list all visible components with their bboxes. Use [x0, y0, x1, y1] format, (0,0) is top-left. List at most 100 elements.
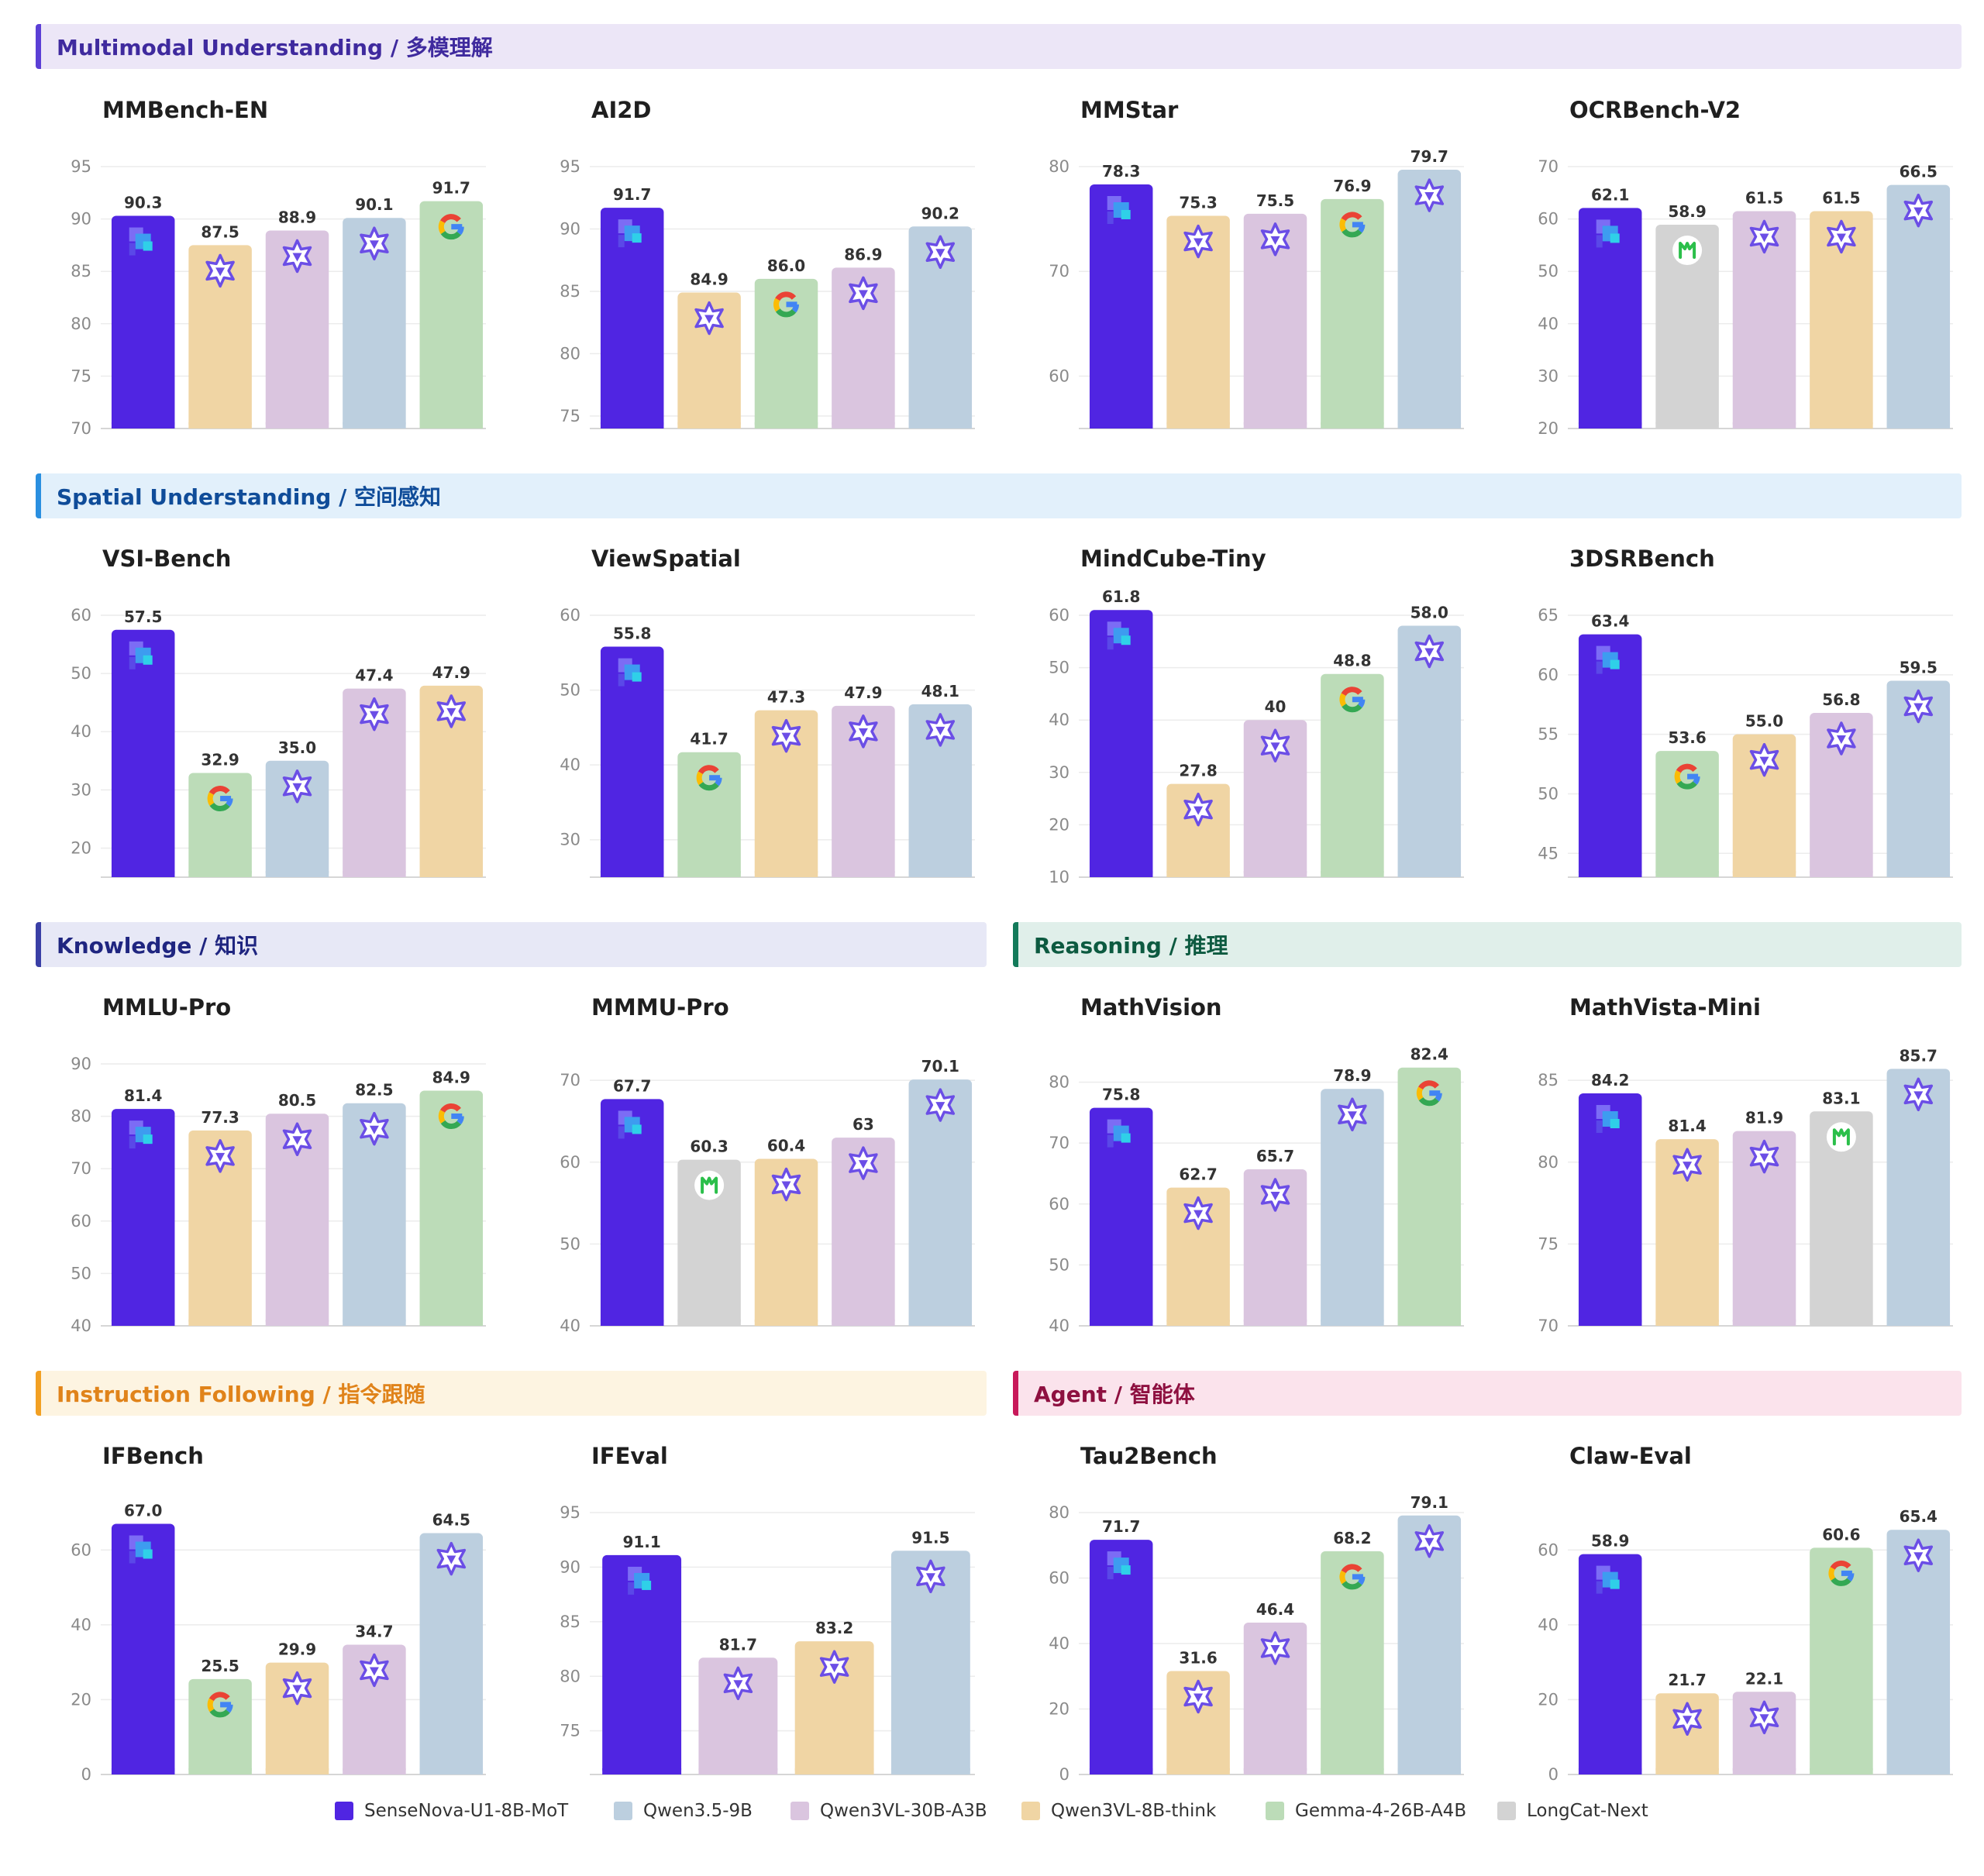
- data-label: 90.2: [921, 204, 959, 222]
- y-tick-label: 60: [1538, 666, 1559, 684]
- qwen-icon: [849, 276, 878, 311]
- bar-base: [754, 422, 818, 429]
- y-tick-label: 80: [560, 344, 580, 363]
- qwen-icon: [694, 301, 724, 336]
- qwen-icon: [849, 714, 878, 749]
- bar-base: [1655, 871, 1719, 877]
- sensenova-icon: [1596, 645, 1620, 674]
- google-icon: [1339, 212, 1366, 238]
- chart-title: MMMU-Pro: [591, 994, 729, 1021]
- bar: [343, 1103, 406, 1326]
- bar: [188, 245, 252, 429]
- qwen-icon: [925, 713, 956, 747]
- bar-base: [754, 1320, 818, 1326]
- data-label: 63: [852, 1115, 874, 1134]
- data-label: 76.9: [1333, 177, 1371, 195]
- y-tick-label: 40: [1538, 1616, 1559, 1634]
- data-label: 90.3: [124, 194, 162, 212]
- bar-base: [111, 422, 175, 429]
- qwen-icon: [1183, 792, 1213, 827]
- data-label: 58.9: [1591, 1532, 1629, 1551]
- data-label: 61.5: [1745, 188, 1783, 207]
- y-tick-label: 80: [1538, 1153, 1559, 1172]
- section-band-spatial: Spatial Understanding / 空间感知: [36, 473, 1962, 518]
- bar: [419, 1533, 484, 1774]
- data-label: 67.7: [613, 1076, 651, 1095]
- bar-base: [832, 1320, 895, 1326]
- data-label: 83.1: [1822, 1089, 1860, 1107]
- bar: [343, 688, 406, 877]
- y-tick-label: 70: [71, 419, 91, 438]
- bar-base: [890, 1768, 970, 1774]
- bar-base: [265, 871, 329, 877]
- y-tick-label: 60: [1049, 367, 1070, 385]
- qwen-icon: [436, 1541, 467, 1576]
- chart-svg: 75 80 85 90 95 91.7 84.9 86.0 86.9 90.2: [560, 157, 975, 429]
- bar-base: [1089, 422, 1153, 429]
- bar: [419, 201, 484, 429]
- bar-base: [419, 871, 484, 877]
- bar: [1886, 1530, 1951, 1774]
- data-label: 61.5: [1822, 188, 1860, 207]
- data-label: 25.5: [201, 1657, 239, 1675]
- chart-svg: 0 20 40 60 58.9 21.7 22.1 60.6 65.4: [1538, 1507, 1953, 1784]
- y-tick-label: 40: [71, 1616, 91, 1634]
- data-label: 60.6: [1822, 1525, 1860, 1544]
- sensenova-icon: [618, 1110, 642, 1139]
- bar-base: [1397, 422, 1462, 429]
- chart-svg: 40 50 60 70 80 75.8 62.7 65.7 78.9 82.4: [1049, 1045, 1464, 1335]
- data-label: 84.2: [1591, 1071, 1629, 1089]
- bar-base: [343, 871, 406, 877]
- chart-panel-mathvision: MathVision 40 50 60 70 80 75.8 62.7 65.7 78.9 82.4: [1018, 979, 1468, 1343]
- bar: [1810, 1547, 1873, 1774]
- chart-panel-tau2bench: Tau2Bench 0 20 40 60 80 71.7 31.6 46.4 68.2 79.1: [1018, 1427, 1468, 1792]
- data-label: 65.4: [1900, 1507, 1938, 1526]
- data-label: 47.9: [844, 683, 882, 702]
- data-label: 58.9: [1668, 202, 1706, 221]
- y-tick-label: 65: [1538, 606, 1559, 625]
- y-tick-label: 50: [560, 681, 580, 700]
- sensenova-icon: [129, 227, 153, 256]
- qwen-icon: [436, 694, 467, 728]
- google-icon: [207, 1692, 233, 1718]
- bar: [602, 1554, 682, 1774]
- chart-title: MMBench-EN: [102, 97, 269, 123]
- y-tick-label: 75: [1538, 1234, 1559, 1253]
- y-tick-label: 60: [560, 1153, 580, 1172]
- bar: [832, 1138, 895, 1326]
- chart-title: IFBench: [102, 1443, 204, 1469]
- bar: [111, 629, 175, 877]
- bar: [1397, 1515, 1462, 1774]
- bar: [1655, 1139, 1719, 1326]
- chart-svg: 40 50 60 70 67.7 60.3 60.4 63 70.1: [560, 1057, 975, 1335]
- bar: [1243, 213, 1307, 429]
- qwen-icon: [1903, 1538, 1934, 1572]
- chart-svg: 0 20 40 60 67.0 25.5 29.9 34.7 64.5: [71, 1501, 486, 1784]
- bar: [265, 760, 329, 877]
- y-tick-label: 90: [560, 1558, 580, 1576]
- bar: [754, 278, 818, 429]
- qwen-icon: [1260, 728, 1290, 762]
- y-tick-label: 85: [560, 282, 580, 301]
- sensenova-icon: [628, 1566, 652, 1595]
- sensenova-icon: [1596, 1105, 1620, 1134]
- bar-base: [1578, 1320, 1642, 1326]
- chart-panel-ocrbench-v2: OCRBench-V2 20 30 40 50 60 70 62.1 58.9 61.5 61.5 6…: [1507, 81, 1957, 446]
- y-tick-label: 70: [1049, 1134, 1070, 1152]
- data-label: 31.6: [1179, 1648, 1217, 1667]
- data-label: 77.3: [201, 1108, 239, 1127]
- bar-base: [188, 422, 252, 429]
- bar-base: [908, 1320, 973, 1326]
- bar: [265, 1662, 329, 1774]
- qwen-icon: [282, 1122, 312, 1156]
- bar: [908, 226, 973, 429]
- data-label: 27.8: [1179, 762, 1217, 780]
- bar: [419, 1090, 484, 1326]
- bar-base: [1732, 1768, 1796, 1774]
- sensenova-icon: [618, 219, 642, 248]
- y-tick-label: 0: [1548, 1765, 1559, 1784]
- bar: [111, 215, 175, 429]
- legend-swatch: [1266, 1802, 1284, 1820]
- bar: [1655, 225, 1719, 429]
- data-label: 90.1: [355, 195, 393, 214]
